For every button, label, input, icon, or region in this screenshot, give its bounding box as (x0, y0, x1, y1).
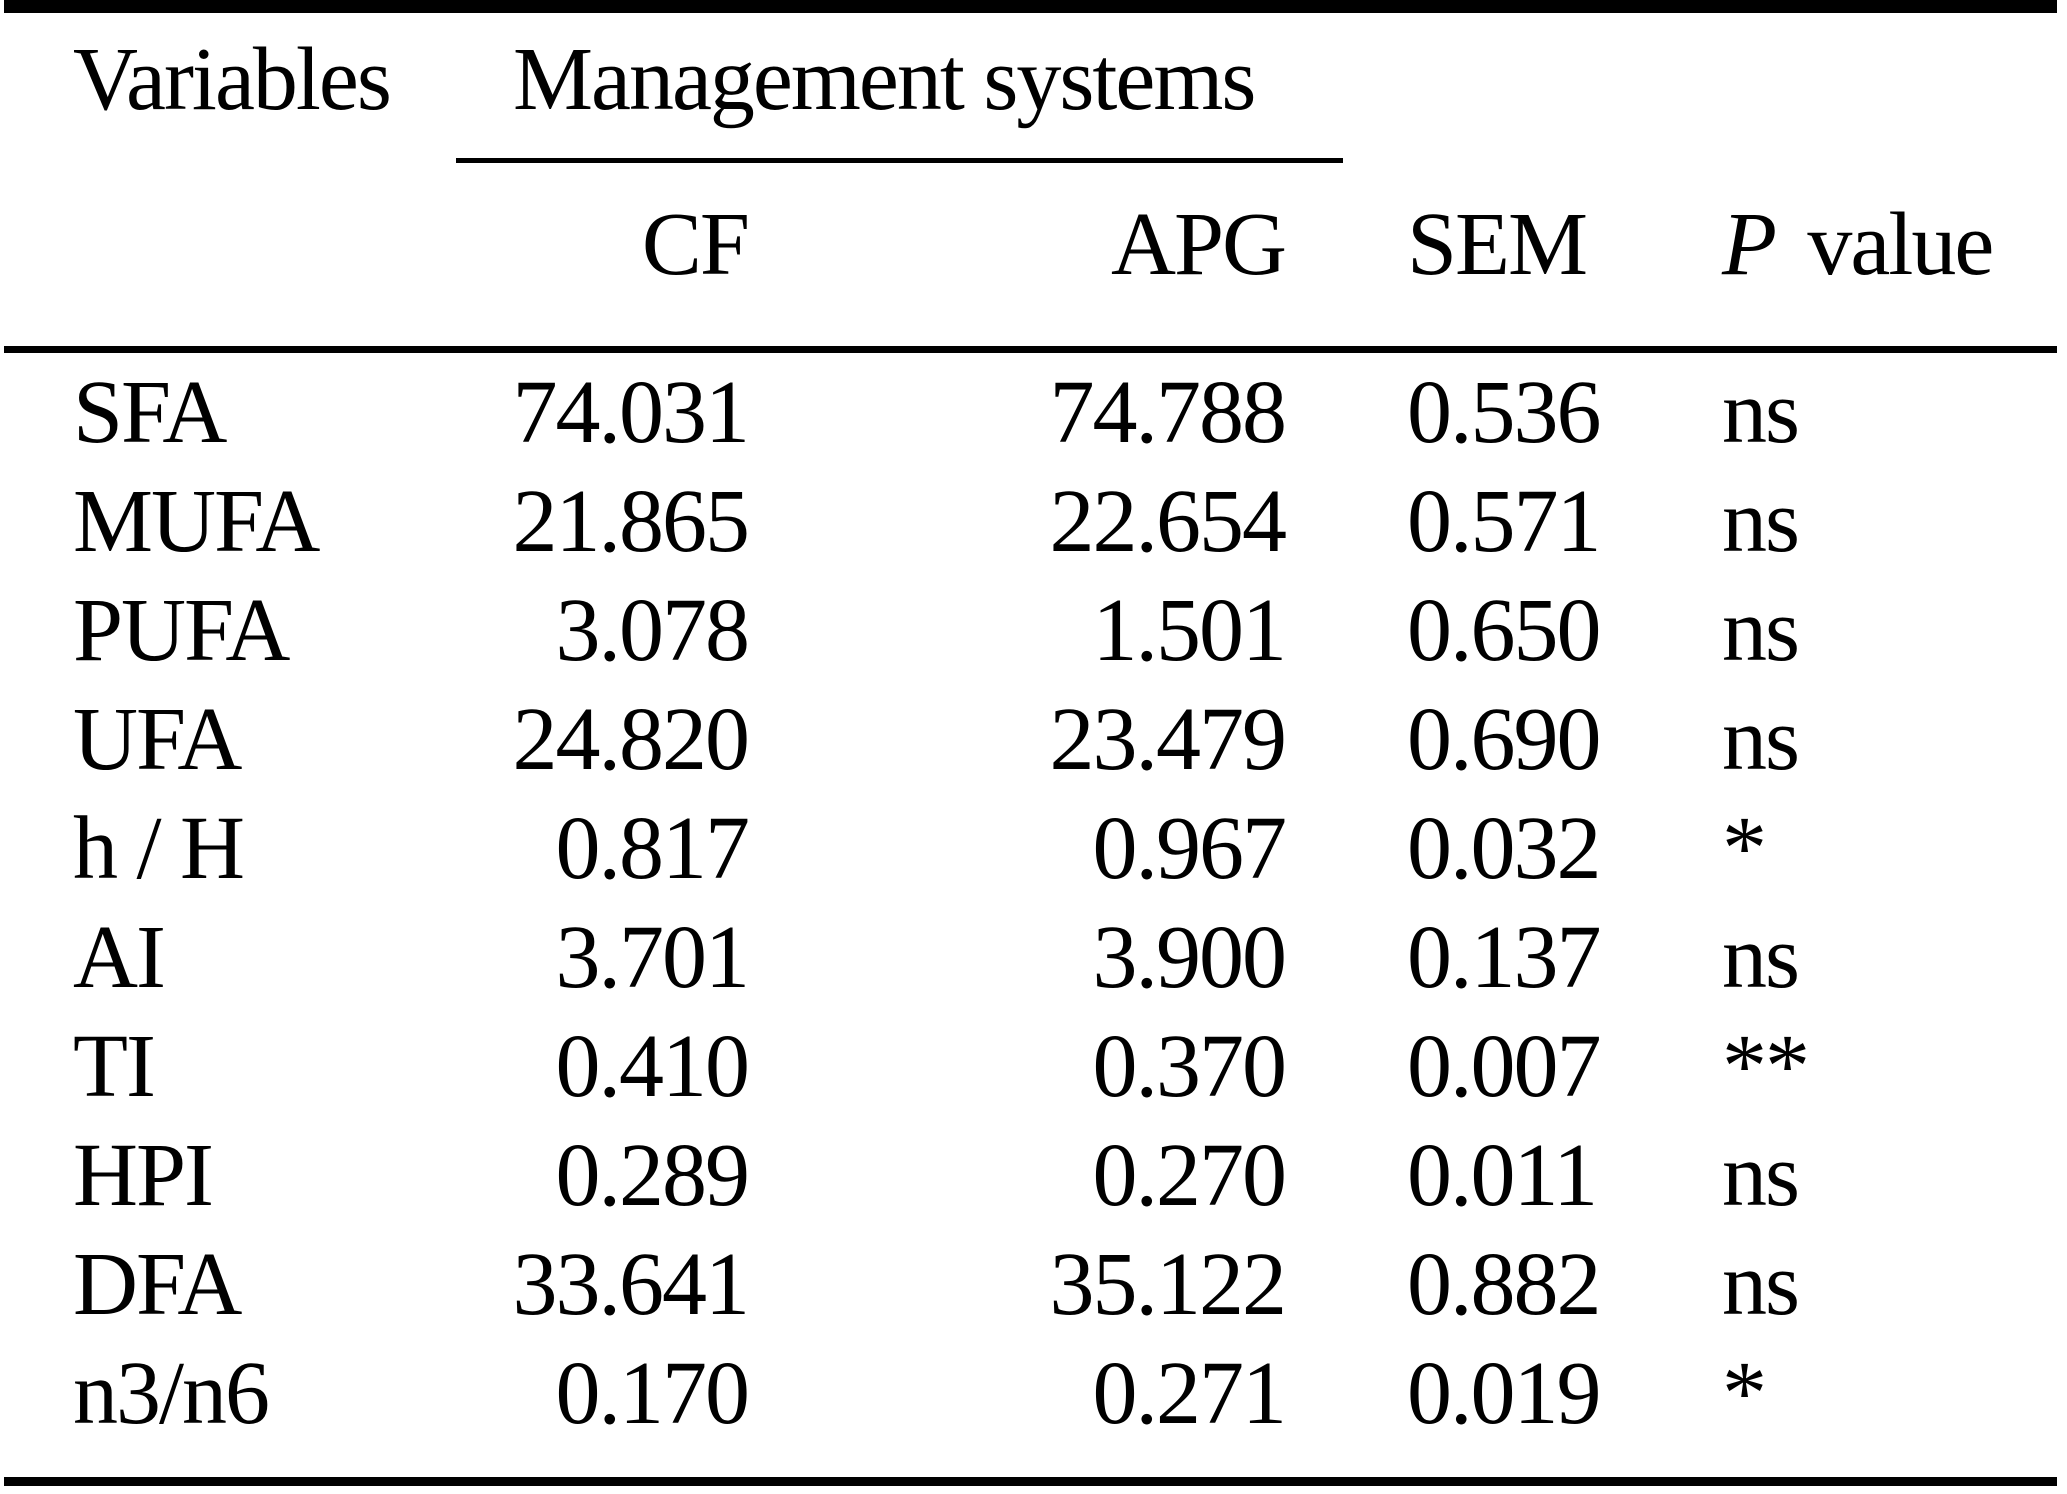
sem-value: 0.690 (1407, 689, 1602, 789)
variable-label: SFA (73, 362, 227, 462)
cf-value: 74.031 (512, 362, 751, 462)
p-value: ns (1722, 689, 1800, 789)
variable-label: h / H (73, 798, 245, 898)
sem-value: 0.011 (1407, 1125, 1598, 1225)
sem-value: 0.137 (1407, 907, 1602, 1007)
variable-label: PUFA (73, 580, 290, 680)
p-value: * (1722, 798, 1767, 898)
cf-value: 3.701 (555, 907, 751, 1007)
header-divider-rule (4, 346, 2057, 353)
sem-column-header: SEM (1407, 195, 1588, 294)
p-value: * (1722, 1343, 1767, 1443)
top-rule (4, 0, 2057, 13)
cf-column-header: CF (641, 195, 750, 294)
cf-value: 0.170 (555, 1343, 751, 1443)
management-systems-header: Management systems (513, 30, 1256, 129)
cf-value: 21.865 (512, 471, 751, 571)
management-systems-spanner-rule (456, 158, 1343, 163)
apg-value: 0.967 (1092, 798, 1288, 898)
variable-label: AI (73, 907, 166, 1007)
apg-value: 35.122 (1049, 1234, 1288, 1334)
variable-label: TI (73, 1016, 156, 1116)
p-value-column-header: P value (1680, 160, 2067, 358)
p-header-word: value (1807, 195, 1994, 294)
sem-value: 0.882 (1407, 1234, 1602, 1334)
p-value: ns (1722, 580, 1800, 680)
apg-value: 3.900 (1092, 907, 1288, 1007)
variable-label: UFA (73, 689, 242, 789)
p-header-italic: P (1722, 195, 1777, 294)
apg-value: 23.479 (1049, 689, 1288, 789)
variables-column-header: Variables (73, 30, 392, 129)
sem-value: 0.007 (1407, 1016, 1602, 1116)
sem-value: 0.019 (1407, 1343, 1602, 1443)
p-value: ns (1722, 1125, 1800, 1225)
bottom-rule (4, 1477, 2057, 1486)
sem-value: 0.032 (1407, 798, 1602, 898)
sem-value: 0.536 (1407, 362, 1602, 462)
p-value: ns (1722, 362, 1800, 462)
cf-value: 0.817 (555, 798, 751, 898)
apg-value: 74.788 (1049, 362, 1288, 462)
apg-column-header: APG (1110, 195, 1287, 294)
cf-value: 0.410 (555, 1016, 751, 1116)
variable-label: HPI (73, 1125, 214, 1225)
cf-value: 24.820 (512, 689, 751, 789)
sem-value: 0.571 (1407, 471, 1602, 571)
variable-label: MUFA (73, 471, 320, 571)
p-value: ns (1722, 1234, 1800, 1334)
variable-label: n3/n6 (73, 1343, 270, 1443)
apg-value: 1.501 (1092, 580, 1288, 680)
apg-value: 22.654 (1049, 471, 1288, 571)
sem-value: 0.650 (1407, 580, 1602, 680)
p-value: ns (1722, 907, 1800, 1007)
p-value: ** (1722, 1016, 1810, 1116)
cf-value: 0.289 (555, 1125, 751, 1225)
apg-value: 0.271 (1092, 1343, 1288, 1443)
variable-label: DFA (73, 1234, 242, 1334)
apg-value: 0.270 (1092, 1125, 1288, 1225)
cf-value: 3.078 (555, 580, 751, 680)
p-value: ns (1722, 471, 1800, 571)
apg-value: 0.370 (1092, 1016, 1288, 1116)
cf-value: 33.641 (512, 1234, 751, 1334)
